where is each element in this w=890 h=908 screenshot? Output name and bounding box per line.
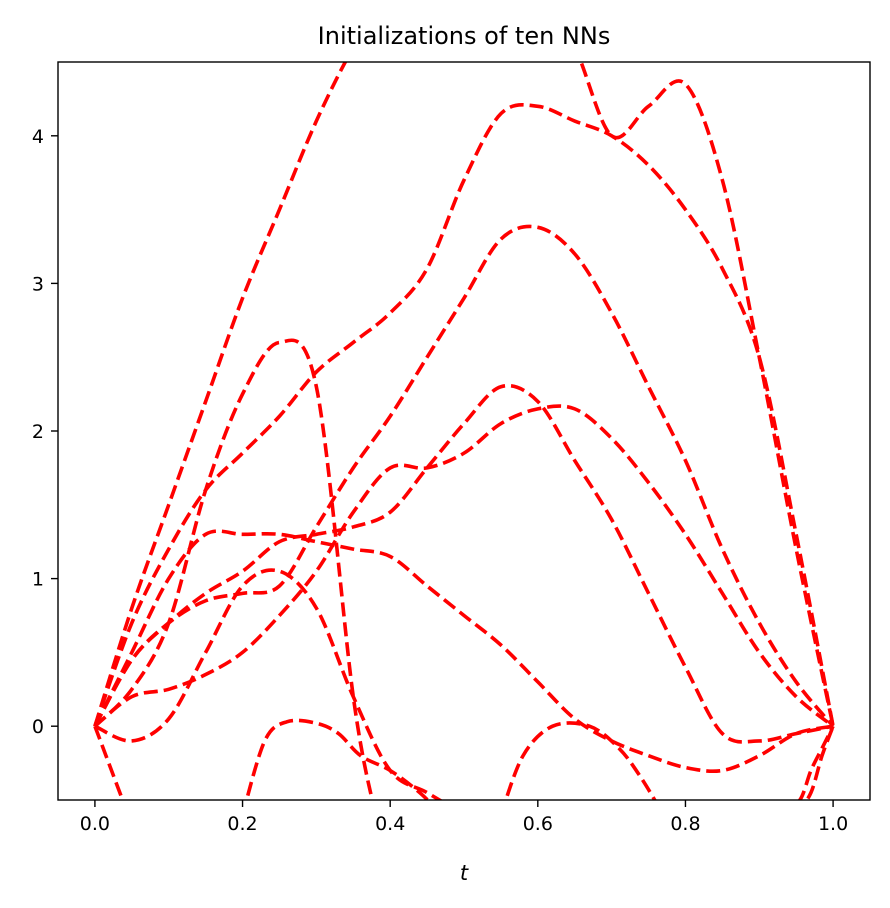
- series-line-3: [93, 224, 835, 728]
- series-line-2: [93, 103, 835, 727]
- x-tick-label: 0.2: [227, 813, 257, 835]
- x-tick-label: 1.0: [818, 813, 848, 835]
- x-tick-label: 0.0: [80, 813, 110, 835]
- y-tick-label: 0: [32, 716, 44, 738]
- series-layer: [93, 62, 835, 800]
- y-tick-label: 3: [32, 273, 44, 295]
- series-line-8: [93, 338, 375, 800]
- series-line-5: [93, 404, 835, 728]
- series-line-11: [503, 721, 657, 800]
- series-line-9: [93, 725, 125, 800]
- x-axis: 0.0 0.2 0.4 0.6 0.8 1.0: [80, 800, 848, 835]
- x-tick-label: 0.4: [375, 813, 405, 835]
- series-line-10: [244, 718, 431, 800]
- series-line-4: [93, 383, 834, 744]
- series-line-6: [93, 529, 834, 773]
- x-tick-label: 0.6: [523, 813, 553, 835]
- series-line-1: [93, 62, 835, 727]
- series-line-13: [804, 725, 835, 800]
- y-tick-label: 2: [32, 421, 44, 443]
- y-axis: 0 1 2 3 4: [32, 126, 58, 738]
- y-tick-label: 1: [32, 569, 44, 591]
- x-axis-label: t: [460, 861, 469, 885]
- y-tick-label: 4: [32, 126, 44, 148]
- x-tick-label: 0.8: [670, 813, 700, 835]
- plot-frame: [57, 61, 871, 801]
- series-line-12: [797, 725, 835, 800]
- chart-title: Initializations of ten NNs: [318, 22, 611, 50]
